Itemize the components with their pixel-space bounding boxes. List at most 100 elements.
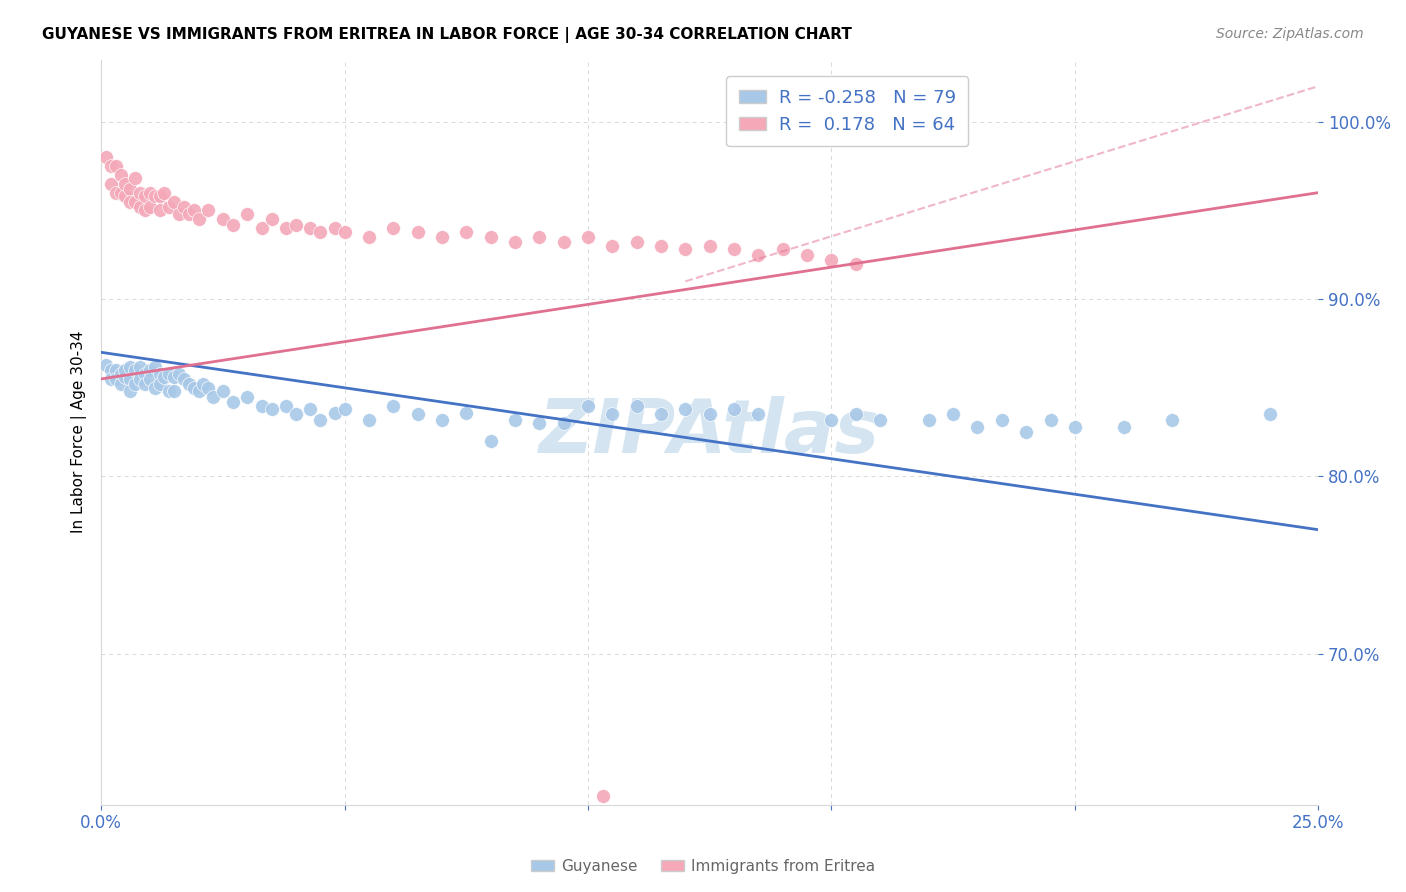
Point	[845, 408, 868, 422]
Point	[553, 235, 575, 250]
Point	[163, 370, 186, 384]
Point	[167, 207, 190, 221]
Text: ZIPAtlas: ZIPAtlas	[538, 396, 880, 468]
Text: GUYANESE VS IMMIGRANTS FROM ERITREA IN LABOR FORCE | AGE 30-34 CORRELATION CHART: GUYANESE VS IMMIGRANTS FROM ERITREA IN L…	[42, 27, 852, 43]
Point	[114, 363, 136, 377]
Point	[553, 417, 575, 431]
Point	[148, 203, 170, 218]
Point	[260, 212, 283, 227]
Point	[110, 377, 132, 392]
Point	[139, 363, 162, 377]
Point	[479, 434, 502, 448]
Point	[299, 221, 322, 235]
Point	[503, 413, 526, 427]
Point	[120, 359, 142, 374]
Point	[163, 194, 186, 209]
Point	[183, 203, 205, 218]
Point	[114, 189, 136, 203]
Point	[124, 194, 146, 209]
Point	[153, 186, 176, 200]
Point	[699, 408, 721, 422]
Point	[1039, 413, 1062, 427]
Point	[991, 413, 1014, 427]
Point	[869, 413, 891, 427]
Point	[942, 408, 965, 422]
Point	[747, 248, 769, 262]
Point	[129, 367, 152, 381]
Point	[1161, 413, 1184, 427]
Point	[796, 248, 818, 262]
Point	[576, 230, 599, 244]
Point	[177, 377, 200, 392]
Point	[139, 200, 162, 214]
Point	[309, 413, 332, 427]
Point	[163, 384, 186, 399]
Point	[94, 150, 117, 164]
Point	[157, 200, 180, 214]
Point	[1112, 419, 1135, 434]
Point	[129, 186, 152, 200]
Point	[157, 384, 180, 399]
Point	[236, 207, 259, 221]
Point	[626, 399, 648, 413]
Legend: R = -0.258   N = 79, R =  0.178   N = 64: R = -0.258 N = 79, R = 0.178 N = 64	[727, 76, 969, 146]
Point	[153, 370, 176, 384]
Point	[309, 225, 332, 239]
Point	[124, 377, 146, 392]
Point	[110, 367, 132, 381]
Point	[479, 230, 502, 244]
Point	[650, 239, 672, 253]
Point	[602, 239, 624, 253]
Point	[747, 408, 769, 422]
Point	[120, 372, 142, 386]
Point	[193, 377, 215, 392]
Point	[323, 406, 346, 420]
Point	[157, 367, 180, 381]
Point	[143, 381, 166, 395]
Point	[129, 372, 152, 386]
Point	[110, 186, 132, 200]
Point	[100, 363, 122, 377]
Point	[120, 194, 142, 209]
Point	[139, 372, 162, 386]
Point	[430, 230, 453, 244]
Point	[529, 417, 551, 431]
Point	[120, 182, 142, 196]
Point	[114, 370, 136, 384]
Point	[1015, 425, 1038, 439]
Point	[260, 402, 283, 417]
Point	[124, 363, 146, 377]
Legend: Guyanese, Immigrants from Eritrea: Guyanese, Immigrants from Eritrea	[524, 853, 882, 880]
Point	[357, 413, 380, 427]
Point	[299, 402, 322, 417]
Point	[650, 408, 672, 422]
Point	[576, 399, 599, 413]
Point	[456, 406, 478, 420]
Point	[284, 408, 307, 422]
Point	[406, 408, 429, 422]
Point	[139, 186, 162, 200]
Point	[167, 367, 190, 381]
Point	[129, 200, 152, 214]
Point	[148, 189, 170, 203]
Point	[1063, 419, 1085, 434]
Point	[250, 221, 273, 235]
Point	[187, 212, 209, 227]
Point	[211, 212, 233, 227]
Point	[626, 235, 648, 250]
Point	[197, 203, 219, 218]
Point	[918, 413, 941, 427]
Point	[673, 243, 696, 257]
Point	[187, 384, 209, 399]
Point	[406, 225, 429, 239]
Point	[114, 177, 136, 191]
Point	[966, 419, 988, 434]
Point	[276, 221, 298, 235]
Point	[110, 168, 132, 182]
Point	[503, 235, 526, 250]
Point	[173, 200, 195, 214]
Point	[211, 384, 233, 399]
Point	[148, 377, 170, 392]
Point	[129, 359, 152, 374]
Point	[143, 189, 166, 203]
